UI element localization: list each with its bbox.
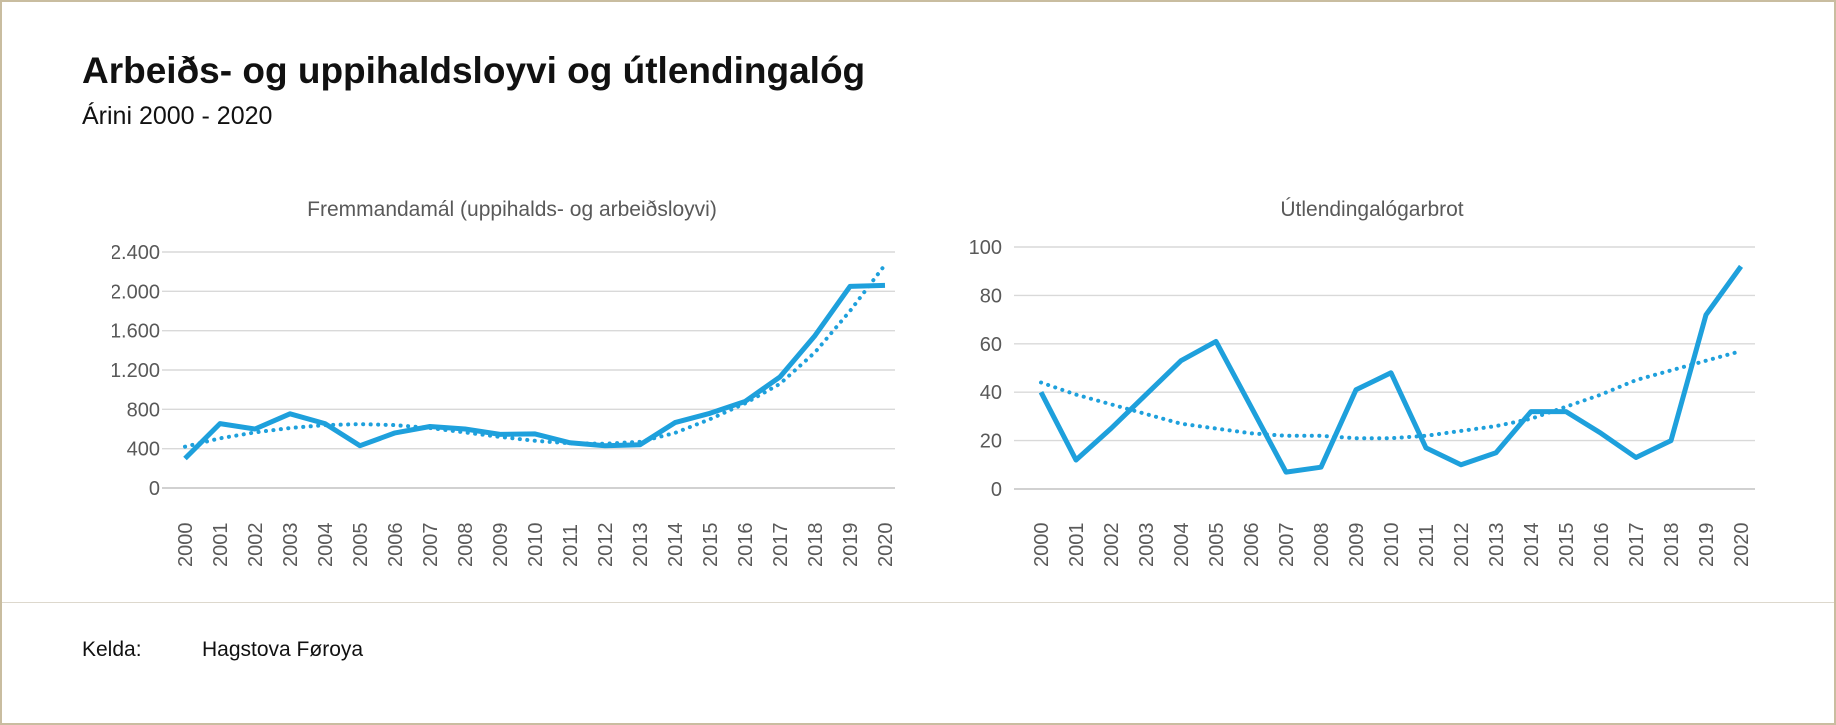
x-axis-tick-label: 2008: [455, 523, 477, 568]
y-axis-tick-label: 100: [969, 237, 1002, 259]
x-axis-tick-label: 2000: [1031, 523, 1053, 568]
y-axis-tick-label: 2.000: [112, 281, 160, 303]
source-label: Kelda:: [82, 638, 142, 661]
x-axis-tick-label: 2006: [1241, 523, 1263, 568]
x-axis-tick-label: 2001: [1066, 523, 1088, 568]
trend-line: [1039, 349, 1743, 441]
x-axis-tick-label: 2001: [210, 523, 232, 568]
y-axis-tick-label: 0: [149, 478, 160, 500]
x-axis-tick-label: 2017: [1626, 523, 1648, 568]
y-axis-tick-label: 20: [980, 431, 1002, 453]
y-axis-tick-label: 1.200: [112, 360, 160, 382]
x-axis-tick-label: 2007: [420, 523, 442, 568]
x-axis-tick-label: 2003: [280, 523, 302, 568]
x-axis-tick-label: 2004: [1171, 523, 1193, 568]
left-chart-title: Fremmandamál (uppihalds- og arbeiðsloyvi…: [307, 198, 717, 221]
x-axis-tick-label: 2020: [875, 523, 897, 568]
x-axis-tick-label: 2003: [1136, 523, 1158, 568]
x-axis-tick-label: 2016: [735, 523, 757, 568]
x-axis-tick-label: 2016: [1591, 523, 1613, 568]
x-axis-tick-label: 2020: [1731, 523, 1753, 568]
x-axis-tick-label: 2018: [805, 523, 827, 568]
x-axis-tick-label: 2019: [1696, 523, 1718, 568]
x-axis-tick-label: 2012: [595, 523, 617, 568]
y-axis-tick-label: 1.600: [112, 321, 160, 343]
x-axis-tick-label: 2004: [315, 523, 337, 568]
x-axis-tick-label: 2014: [665, 523, 687, 568]
x-axis-tick-label: 2008: [1311, 523, 1333, 568]
x-axis-tick-label: 2000: [175, 523, 197, 568]
x-axis-tick-label: 2014: [1521, 523, 1543, 568]
source-value: Hagstova Føroya: [202, 638, 364, 661]
x-axis-tick-label: 2002: [245, 523, 267, 568]
right-chart: 0 20 40 60 80 100 2000 2001 2002 2003 2004 2005 2006…: [969, 237, 1755, 568]
x-axis-tick-label: 2015: [1556, 523, 1578, 568]
x-axis-tick-label: 2010: [1381, 523, 1403, 568]
x-axis-tick-label: 2013: [1486, 523, 1508, 568]
x-axis-tick-label: 2002: [1101, 523, 1123, 568]
y-axis-tick-label: 0: [991, 479, 1002, 501]
x-axis-tick-label: 2007: [1276, 523, 1298, 568]
x-axis-tick-label: 2010: [525, 523, 547, 568]
x-axis-tick-label: 2018: [1661, 523, 1683, 568]
y-axis-tick-label: 40: [980, 382, 1002, 404]
page-title: Arbeiðs- og uppihaldsloyvi og útlendinga…: [82, 50, 866, 91]
x-axis-tick-label: 2009: [1346, 523, 1368, 568]
x-axis-tick-label: 2005: [350, 523, 372, 568]
left-chart: 0 400 800 1.200 1.600 2.000 2.400 2000 2001 2002 2…: [112, 242, 897, 568]
x-axis-tick-label: 2005: [1206, 523, 1228, 568]
x-axis-tick-label: 2009: [490, 523, 512, 568]
footer-divider: [2, 602, 1834, 603]
y-axis-tick-label: 80: [980, 285, 1002, 307]
x-axis-tick-label: 2013: [630, 523, 652, 568]
data-line: [1038, 264, 1744, 475]
x-axis-tick-label: 2012: [1451, 523, 1473, 568]
trend-line: [183, 262, 887, 449]
data-line: [183, 282, 886, 461]
x-axis-tick-label: 2011: [1416, 524, 1438, 567]
x-axis-tick-label: 2006: [385, 523, 407, 568]
y-axis-tick-label: 400: [127, 439, 160, 461]
x-axis-tick-label: 2017: [770, 523, 792, 568]
x-axis-tick-label: 2011: [560, 524, 582, 567]
y-axis-tick-label: 800: [127, 399, 160, 421]
x-axis-tick-label: 2015: [700, 523, 722, 568]
y-axis-tick-label: 60: [980, 334, 1002, 356]
x-axis-tick-label: 2019: [840, 523, 862, 568]
page-subtitle: Árini 2000 - 2020: [82, 102, 273, 130]
y-axis-tick-label: 2.400: [112, 242, 160, 264]
right-chart-title: Útlendingalógarbrot: [1280, 198, 1464, 221]
